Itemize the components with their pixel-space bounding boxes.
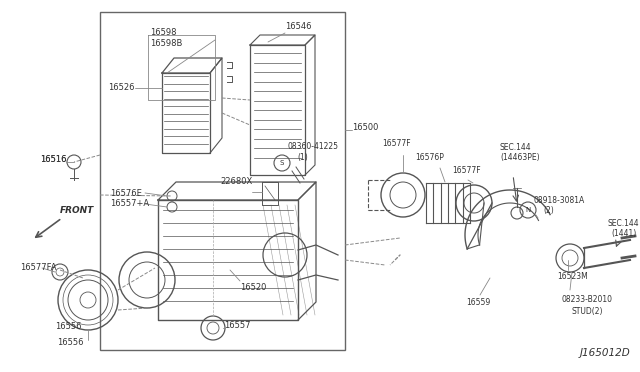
Text: STUD(2): STUD(2) [572,307,604,316]
Text: 16598: 16598 [150,28,177,37]
Text: N: N [525,207,531,213]
Text: FRONT: FRONT [60,206,94,215]
Text: 16546: 16546 [285,22,312,31]
Text: 16500: 16500 [352,124,378,132]
Text: 16520: 16520 [240,283,266,292]
Text: 16516: 16516 [40,155,67,164]
Text: 16557+A: 16557+A [110,199,149,208]
Text: 16516: 16516 [40,155,67,164]
Text: J165012D: J165012D [579,348,630,358]
Text: 16556: 16556 [57,338,83,347]
Text: 08233-B2010: 08233-B2010 [562,295,613,304]
Text: 16526: 16526 [108,83,134,93]
Text: (14463PE): (14463PE) [500,153,540,162]
Text: 16576E: 16576E [110,189,142,198]
Text: 16557: 16557 [224,321,250,330]
Text: 16598B: 16598B [150,39,182,48]
Text: 16577F: 16577F [382,139,411,148]
Text: 16576P: 16576P [415,153,444,162]
Text: 16523M: 16523M [557,272,588,281]
Text: (1): (1) [297,153,308,162]
Text: SEC.144: SEC.144 [500,143,532,152]
Text: S: S [280,160,284,166]
Text: 16577F: 16577F [452,166,481,175]
Text: (1441): (1441) [611,229,636,238]
Text: 16559: 16559 [466,298,490,307]
Text: 16556: 16556 [55,322,81,331]
Text: 08918-3081A: 08918-3081A [533,196,584,205]
Bar [100,12,345,350]
Text: 16577FA: 16577FA [20,263,56,273]
Text: (2): (2) [543,206,554,215]
Text: 08360-41225: 08360-41225 [287,142,338,151]
Text: SEC.144: SEC.144 [607,219,639,228]
Text: 22680X: 22680X [220,177,252,186]
